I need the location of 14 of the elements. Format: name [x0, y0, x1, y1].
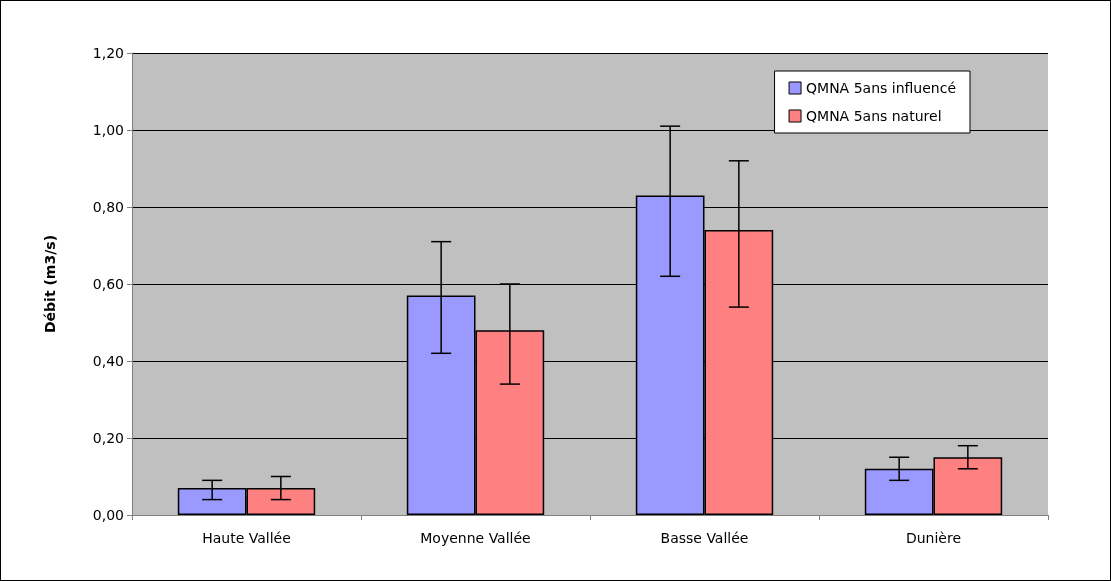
y-tick-label: 1,20 [92, 45, 124, 61]
legend-label: QMNA 5ans influencé [806, 80, 956, 96]
y-tick-label: 0,00 [92, 507, 124, 523]
x-tick-label: Moyenne Vallée [420, 530, 531, 546]
y-axis-title: Débit (m3/s) [42, 234, 58, 334]
y-tick-label: 0,20 [92, 430, 124, 446]
y-tick-label: 1,00 [92, 122, 124, 138]
legend-label: QMNA 5ans naturel [806, 108, 942, 124]
y-tick-label: 0,40 [92, 353, 124, 369]
y-tick-label: 0,80 [92, 199, 124, 215]
x-tick-label: Haute Vallée [202, 530, 291, 546]
x-tick-label: Basse Vallée [660, 530, 749, 546]
y-tick-label: 0,60 [92, 276, 124, 292]
x-tick-label: Dunière [905, 530, 962, 546]
